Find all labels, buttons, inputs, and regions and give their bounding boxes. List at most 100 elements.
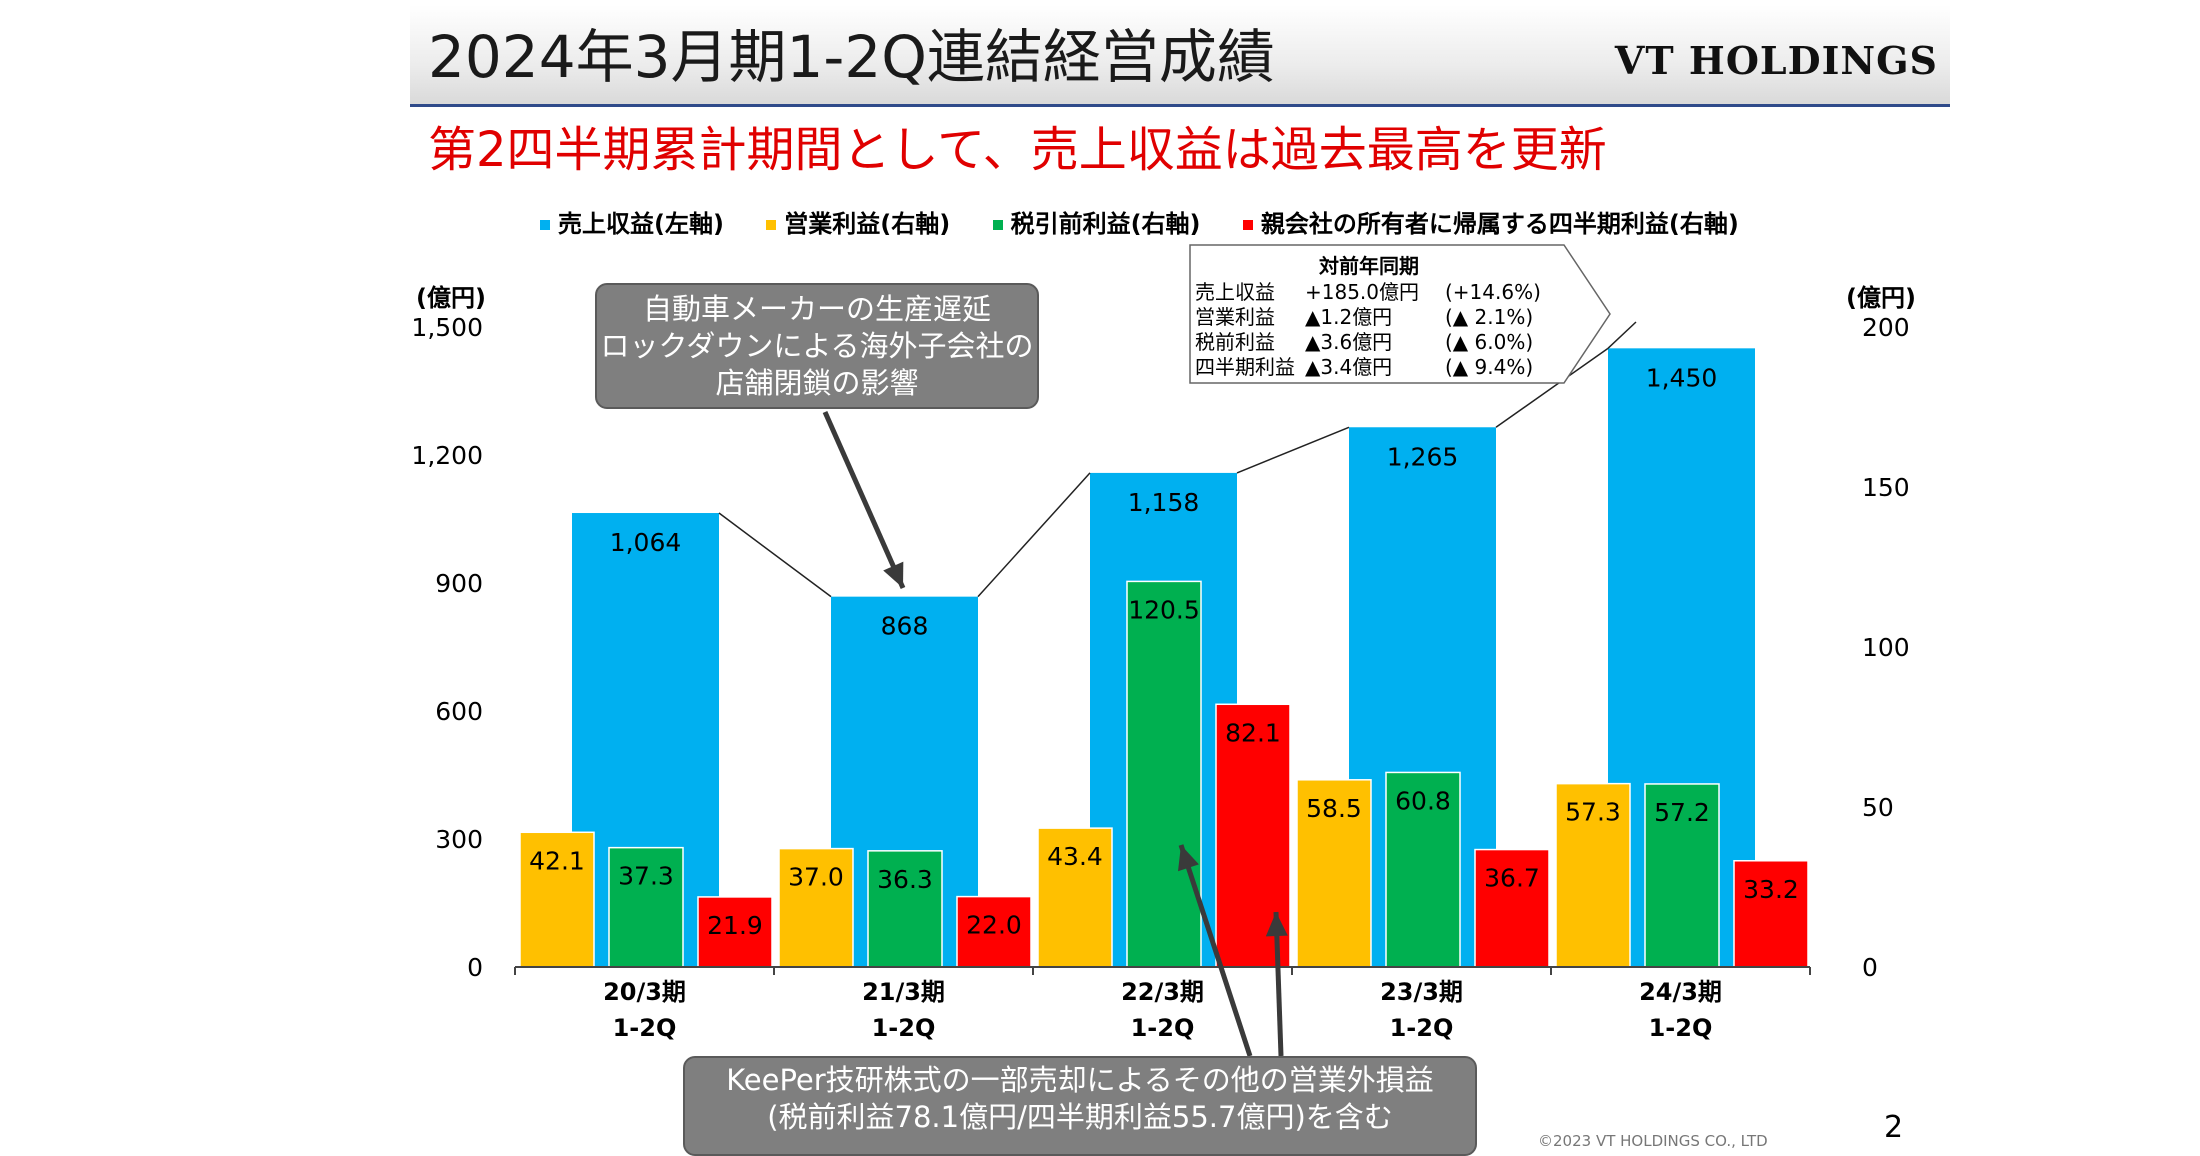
headline: 第2四半期累計期間として、売上収益は過去最高を更新 bbox=[428, 122, 1607, 178]
profit-data-label: 82.1 bbox=[1225, 718, 1281, 747]
profit-data-label: 57.2 bbox=[1654, 798, 1710, 827]
yoy-box-shape bbox=[1189, 244, 1611, 384]
profit-data-label: 21.9 bbox=[707, 911, 763, 940]
revenue-data-label: 868 bbox=[881, 612, 929, 641]
yoy-connector-line bbox=[1607, 321, 1637, 349]
keeper-arrow-pretax-head bbox=[1178, 845, 1199, 872]
yoy-pct: (+14.6%) bbox=[1445, 280, 1541, 304]
legend-item-revenue: 売上収益(左軸) bbox=[540, 204, 724, 239]
revenue-data-label: 1,450 bbox=[1646, 363, 1718, 392]
right-axis-unit: (億円) bbox=[1846, 284, 1916, 312]
callout-line: (税前利益78.1億円/四半期利益55.7億円)を含む bbox=[767, 1100, 1393, 1134]
profit-data-label: 57.3 bbox=[1565, 798, 1621, 827]
callout-line: KeePer技研株式の一部売却によるその他の営業外損益 bbox=[726, 1063, 1434, 1097]
x-axis-label-period: 22/3期 bbox=[1121, 978, 1204, 1006]
yoy-row: 四半期利益 ▲3.4億円 (▲ 9.4%) bbox=[1195, 351, 1533, 380]
legend-swatch bbox=[1242, 220, 1253, 230]
copyright: ©2023 VT HOLDINGS CO., LTD bbox=[1538, 1132, 1768, 1150]
yoy-comparison-box: 対前年同期 売上収益 +185.0億円 (+14.6%) 営業利益 ▲1.2億円 (▲ … bbox=[1189, 244, 1612, 384]
x-axis-label-quarter: 1-2Q bbox=[1131, 1014, 1195, 1042]
profit-data-label: 37.3 bbox=[618, 862, 674, 891]
yoy-pct: (▲ 2.1%) bbox=[1445, 305, 1534, 329]
x-axis-label-period: 20/3期 bbox=[603, 978, 686, 1006]
left-axis-tick-label: 0 bbox=[467, 953, 483, 982]
keeper-callout: KeePer技研株式の一部売却によるその他の営業外損益 (税前利益78.1億円/… bbox=[683, 1056, 1477, 1156]
company-logo: VT HOLDINGS bbox=[1614, 38, 1938, 83]
x-axis-label-period: 23/3期 bbox=[1380, 978, 1463, 1006]
profit-data-label: 37.0 bbox=[788, 863, 844, 892]
header-divider bbox=[410, 104, 1950, 107]
left-axis-tick-label: 900 bbox=[435, 569, 483, 598]
right-axis-tick-label: 0 bbox=[1862, 953, 1878, 982]
legend-label: 親会社の所有者に帰属する四半期利益(右軸) bbox=[1260, 210, 1739, 238]
yoy-name: 税前利益 bbox=[1195, 330, 1275, 354]
revenue-connector-line bbox=[718, 512, 832, 598]
callout-line: 自動車メーカーの生産遅延 bbox=[642, 292, 991, 326]
page-title: 2024年3月期1-2Q連結経営成績 bbox=[428, 23, 1275, 91]
yoy-value: ▲3.4億円 bbox=[1305, 355, 1393, 379]
x-axis-label-period: 21/3期 bbox=[862, 978, 945, 1006]
page-number: 2 bbox=[1884, 1110, 1904, 1145]
x-axis-label-quarter: 1-2Q bbox=[1649, 1014, 1713, 1042]
revenue-connector-line bbox=[1236, 426, 1350, 474]
profit-bar bbox=[697, 896, 773, 968]
callout-line: 店舗閉鎖の影響 bbox=[715, 366, 919, 400]
revenue-connector-line bbox=[1495, 347, 1609, 428]
lockdown-callout: 自動車メーカーの生産遅延 ロックダウンによる海外子会社の 店舗閉鎖の影響 bbox=[595, 283, 1039, 409]
revenue-data-label: 1,265 bbox=[1387, 442, 1459, 471]
profit-data-label: 58.5 bbox=[1306, 794, 1362, 823]
lockdown-arrow-head bbox=[883, 561, 904, 588]
profit-data-label: 22.0 bbox=[966, 911, 1022, 940]
keeper-arrow-net-head bbox=[1265, 912, 1288, 937]
legend-label: 営業利益(右軸) bbox=[784, 210, 951, 238]
profit-bar bbox=[956, 895, 1032, 968]
x-axis-label-quarter: 1-2Q bbox=[1390, 1014, 1454, 1042]
profit-data-label: 43.4 bbox=[1047, 842, 1103, 871]
x-axis-label-period: 24/3期 bbox=[1639, 978, 1722, 1006]
yoy-row: 売上収益 +185.0億円 (+14.6%) bbox=[1195, 276, 1541, 305]
profit-data-label: 60.8 bbox=[1395, 786, 1451, 815]
keeper-arrow-net bbox=[1273, 911, 1284, 1057]
profit-bar bbox=[1555, 782, 1631, 968]
profit-bar bbox=[1385, 771, 1461, 968]
right-axis-tick-label: 150 bbox=[1862, 473, 1910, 502]
header-bar bbox=[410, 5, 1950, 105]
legend-swatch bbox=[766, 220, 777, 230]
profit-bar bbox=[1037, 827, 1113, 968]
yoy-name: 売上収益 bbox=[1195, 280, 1275, 304]
legend-label: 税引前利益(右軸) bbox=[1010, 210, 1201, 238]
revenue-data-label: 1,158 bbox=[1128, 488, 1200, 517]
yoy-row: 営業利益 ▲1.2億円 (▲ 2.1%) bbox=[1195, 301, 1533, 330]
yoy-pct: (▲ 6.0%) bbox=[1445, 330, 1534, 354]
profit-data-label: 42.1 bbox=[529, 846, 585, 875]
revenue-connector-line bbox=[977, 472, 1091, 598]
yoy-name: 四半期利益 bbox=[1195, 355, 1295, 379]
legend-swatch bbox=[540, 220, 550, 230]
chart-legend: 売上収益(左軸) 営業利益(右軸) 税引前利益(右軸) 親会社の所有者に帰属する… bbox=[540, 204, 1773, 239]
legend-item-pretax-profit: 税引前利益(右軸) bbox=[992, 204, 1201, 239]
yoy-name: 営業利益 bbox=[1195, 305, 1275, 329]
yoy-value: ▲1.2億円 bbox=[1305, 305, 1393, 329]
right-axis-tick-label: 50 bbox=[1862, 793, 1894, 822]
legend-label: 売上収益(左軸) bbox=[558, 210, 724, 238]
profit-data-label: 36.7 bbox=[1484, 864, 1540, 893]
legend-swatch bbox=[992, 220, 1003, 230]
legend-item-operating-profit: 営業利益(右軸) bbox=[766, 204, 950, 239]
profit-bar bbox=[608, 846, 684, 968]
yoy-value: +185.0億円 bbox=[1305, 280, 1420, 304]
revenue-data-label: 1,064 bbox=[610, 528, 682, 557]
right-axis-tick-label: 100 bbox=[1862, 633, 1910, 662]
left-axis-tick-label: 1,500 bbox=[411, 313, 483, 342]
yoy-value: ▲3.6億円 bbox=[1305, 330, 1393, 354]
profit-bar bbox=[1126, 580, 1202, 968]
left-axis-tick-label: 600 bbox=[435, 697, 483, 726]
yoy-title: 対前年同期 bbox=[1319, 254, 1419, 278]
profit-data-label: 36.3 bbox=[877, 865, 933, 894]
profit-data-label: 120.5 bbox=[1128, 595, 1200, 624]
lockdown-arrow bbox=[822, 410, 906, 590]
legend-item-net-profit: 親会社の所有者に帰属する四半期利益(右軸) bbox=[1242, 204, 1739, 239]
callout-line: ロックダウンによる海外子会社の bbox=[600, 329, 1034, 363]
profit-bar bbox=[867, 850, 943, 968]
yoy-pct: (▲ 9.4%) bbox=[1445, 355, 1534, 379]
